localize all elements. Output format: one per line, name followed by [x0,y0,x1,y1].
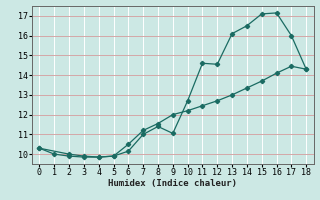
X-axis label: Humidex (Indice chaleur): Humidex (Indice chaleur) [108,179,237,188]
